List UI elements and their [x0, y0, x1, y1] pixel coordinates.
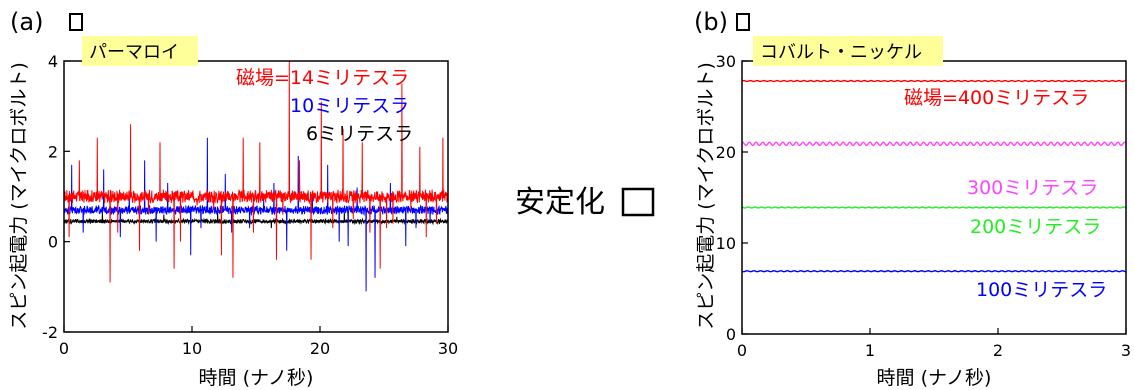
panel-a-y-axis-label: スピン起電力 (マイクロボルト) [8, 62, 30, 330]
panel-a-series-label-14mT: 磁場=14ミリテスラ [236, 67, 409, 89]
placeholder-glyph-icon [69, 13, 83, 31]
panel-a-plot-area [63, 60, 449, 292]
panel-a-series-label-6mT: 6ミリテスラ [306, 123, 413, 145]
panel-b-series-label-200mT: 200ミリテスラ [970, 216, 1101, 238]
placeholder-glyph-icon [736, 13, 750, 31]
panel-b-x-axis-label: 時間 (ナノ秒) [877, 367, 992, 389]
y-tick-label: -2 [42, 323, 58, 342]
panel-a-series-label-10mT: 10ミリテスラ [290, 95, 409, 117]
series-line [63, 212, 449, 229]
panel-a-axes-frame [63, 60, 449, 333]
y-tick-label: 0 [48, 233, 58, 252]
panel-b-y-axis-label: スピン起電力 (マイクロボルト) [695, 62, 717, 330]
x-tick-label: 0 [737, 341, 747, 360]
series-line [741, 79, 1127, 83]
x-tick-label: 0 [59, 339, 69, 358]
x-tick-label: 1 [865, 341, 875, 360]
panel-b-sample-label: コバルト・ニッケル [760, 42, 922, 63]
y-tick-label: 10 [716, 234, 736, 253]
panel-b-plot-area [741, 79, 1127, 273]
panel-b-series-label-300mT: 300ミリテスラ [967, 177, 1098, 199]
panel-a-x-axis-label: 時間 (ナノ秒) [199, 367, 314, 389]
series-line [741, 270, 1127, 273]
series-line [63, 60, 449, 283]
x-tick-label: 30 [438, 339, 458, 358]
series-line [63, 137, 449, 292]
x-tick-label: 3 [1121, 341, 1131, 360]
panel-b-series-label-100mT: 100ミリテスラ [976, 279, 1107, 301]
panel-a-sample-label: パーマロイ [89, 42, 179, 63]
panel-a-label: (a) [10, 8, 43, 36]
y-tick-label: 30 [716, 52, 736, 71]
panel-a-sample-box [82, 36, 198, 66]
panel-b-label: (b) [694, 8, 728, 36]
series-line [741, 141, 1127, 147]
series-line [741, 206, 1127, 209]
panel-b-series-label-400mT: 磁場=400ミリテスラ [904, 87, 1089, 109]
y-tick-label: 0 [726, 325, 736, 344]
y-tick-label: 2 [48, 142, 58, 161]
stabilization-label: 安定化 [515, 185, 605, 220]
y-tick-label: 4 [48, 52, 58, 71]
y-tick-label: 20 [716, 143, 736, 162]
x-tick-label: 10 [182, 339, 202, 358]
placeholder-glyph-icon [621, 187, 655, 217]
panel-b-sample-box [753, 36, 943, 66]
x-tick-label: 2 [993, 341, 1003, 360]
x-tick-label: 20 [310, 339, 330, 358]
